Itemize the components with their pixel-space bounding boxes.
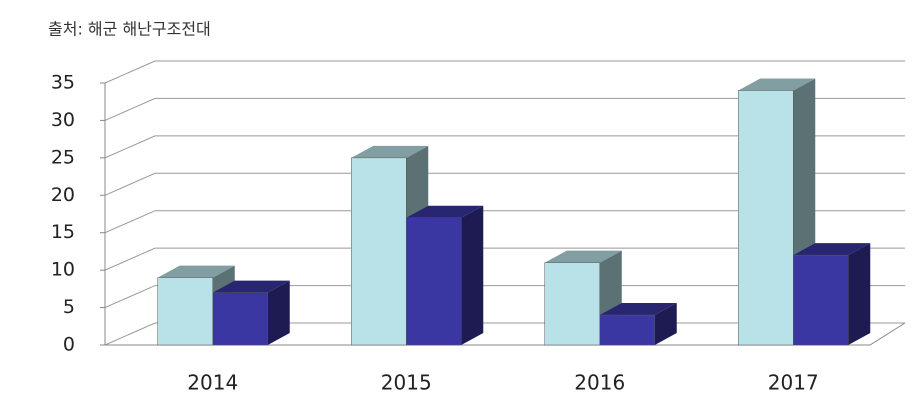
bar-top <box>793 243 871 256</box>
x-tick-label: 2014 <box>187 371 238 395</box>
grid-line <box>104 135 905 159</box>
grid-line <box>104 247 905 271</box>
y-tick-label: 25 <box>51 146 75 168</box>
bar <box>738 90 794 346</box>
x-tick-label: 2015 <box>381 371 432 395</box>
bar <box>406 217 462 346</box>
bar-top <box>738 78 816 91</box>
grid-line <box>104 60 905 84</box>
grid-line <box>104 97 905 121</box>
bar-top <box>212 280 290 293</box>
bar <box>157 277 213 346</box>
y-tick-label: 0 <box>63 334 75 356</box>
y-tick-label: 10 <box>51 259 75 281</box>
x-tick-label: 2017 <box>768 371 819 395</box>
bar-top <box>157 265 235 278</box>
x-tick-label: 2016 <box>574 371 625 395</box>
grid-line <box>104 210 905 234</box>
y-tick-label: 30 <box>51 109 75 131</box>
bar-side <box>461 205 484 345</box>
bar-top <box>351 145 429 158</box>
y-tick-label: 20 <box>51 184 75 206</box>
grid-line <box>104 172 905 196</box>
bar <box>212 292 268 346</box>
chart-title: 출처: 해군 해난구조전대 <box>48 20 211 39</box>
bar <box>599 314 655 346</box>
y-tick-label: 15 <box>51 221 75 243</box>
bar <box>793 254 849 346</box>
bar-top <box>406 205 484 218</box>
y-tick-label: 35 <box>51 72 75 94</box>
bar-side <box>848 243 871 345</box>
bar <box>351 157 407 346</box>
grid-line <box>104 285 905 309</box>
bar <box>544 262 600 346</box>
bar-top <box>544 250 622 263</box>
bar-top <box>599 303 677 316</box>
bar-side <box>654 303 677 345</box>
bar-side <box>267 280 290 345</box>
y-tick-label: 5 <box>63 296 75 318</box>
